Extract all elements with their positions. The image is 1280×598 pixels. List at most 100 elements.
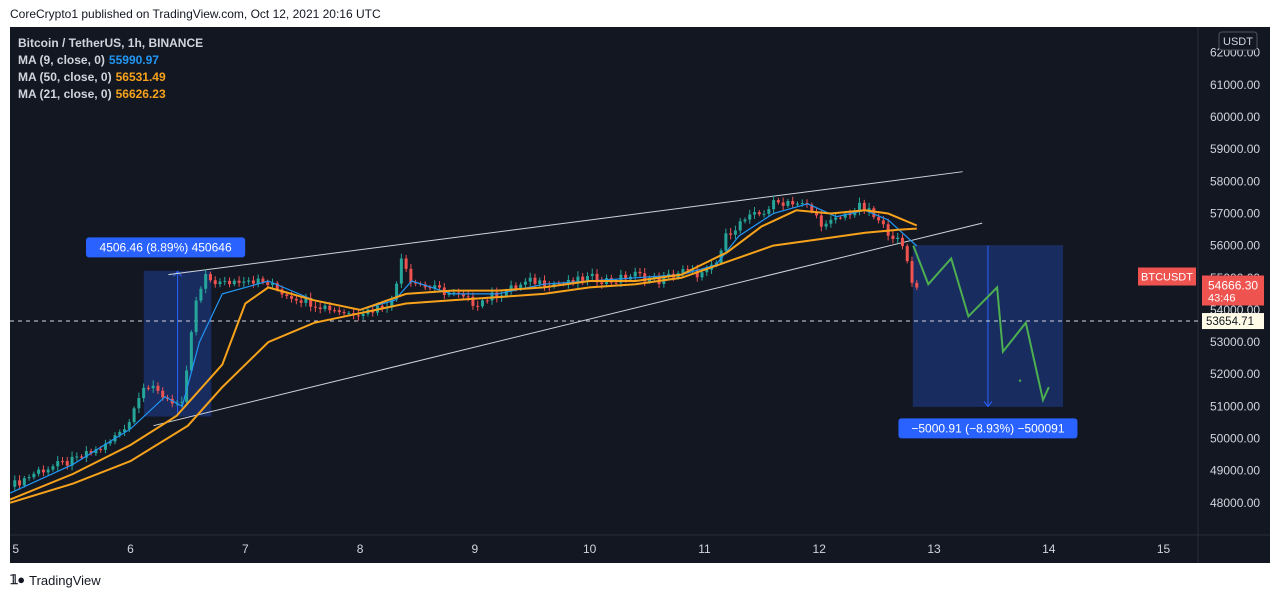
candle-body	[762, 213, 766, 215]
candle-body	[829, 219, 833, 224]
candle-body	[261, 278, 265, 283]
candle-body	[438, 285, 442, 288]
candle-body	[414, 282, 418, 284]
x-tick-label: 8	[357, 542, 364, 556]
candle-body	[533, 277, 537, 284]
candle-body	[910, 261, 914, 283]
candle-body	[471, 296, 475, 306]
candle-body	[60, 461, 64, 463]
candle-body	[199, 288, 203, 301]
candle-body	[161, 390, 165, 398]
candle-body	[614, 282, 618, 284]
candle-body	[89, 451, 93, 454]
candle-body	[328, 305, 332, 311]
candle-body	[834, 217, 838, 220]
candle-body	[900, 237, 904, 247]
candle-body	[37, 469, 41, 474]
measure-down-arrowhead	[983, 401, 993, 408]
candle-body	[705, 269, 709, 273]
y-tick-label: 52000.00	[1210, 367, 1260, 381]
candle-body	[523, 281, 527, 285]
candle-body	[285, 294, 289, 297]
candle-body	[70, 456, 74, 466]
candle-body	[495, 292, 499, 299]
candle-body	[776, 200, 780, 203]
candle-body	[237, 280, 241, 283]
tradingview-logo-icon[interactable]: 𝟙●	[10, 572, 25, 587]
candle-body	[251, 280, 255, 284]
projection-dot	[1018, 379, 1022, 382]
ma21-label: MA (21, close, 0)	[18, 87, 112, 101]
candle-body	[753, 212, 757, 215]
wedge-upper-line	[168, 171, 963, 276]
candle-body	[819, 215, 823, 227]
ma21-value: 56626.23	[115, 87, 166, 101]
candle-body	[729, 233, 733, 235]
candle-body	[552, 283, 556, 287]
candle-body	[528, 277, 532, 282]
candle-body	[891, 235, 895, 239]
legend-ma50[interactable]: MA (50, close, 0) 56531.49	[18, 69, 203, 86]
candle-body	[633, 271, 637, 277]
measure-up-arrowhead	[173, 270, 182, 277]
symbol-badge: BTCUSDT	[1138, 267, 1196, 286]
candle-body	[795, 203, 799, 205]
chart-background	[10, 27, 1270, 563]
candle-body	[585, 276, 589, 282]
symbol-badge-text: BTCUSDT	[1141, 272, 1193, 284]
candle-body	[748, 214, 752, 220]
candle-body	[624, 274, 628, 280]
candle-body	[452, 292, 456, 294]
footer-brand[interactable]: TradingView	[29, 572, 101, 588]
measure-down-label-bg	[898, 418, 1078, 439]
candle-body	[590, 273, 594, 277]
x-tick-label: 6	[127, 542, 134, 556]
candle-body	[223, 280, 227, 282]
candle-body	[504, 290, 508, 296]
candle-body	[815, 211, 819, 216]
candle-body	[51, 466, 55, 470]
y-tick-label: 59000.00	[1210, 142, 1260, 156]
candle-body	[738, 221, 742, 231]
candle-body	[915, 282, 919, 288]
candle-body	[333, 310, 337, 312]
measure-up-label-text: 4506.46 (8.89%) 450646	[100, 240, 232, 254]
measure-down-label-text: −5000.91 (−8.93%) −500091	[911, 421, 1064, 435]
wedge-lower-line	[153, 222, 983, 427]
last-price-bg	[1202, 275, 1264, 306]
level-badge: 53654.71	[1202, 313, 1264, 330]
x-tick-label: 10	[583, 542, 597, 556]
y-tick-label: 51000.00	[1210, 399, 1260, 413]
ma50-line	[10, 227, 917, 504]
candle-body	[294, 298, 298, 301]
candle-body	[395, 283, 399, 300]
legend-ma9[interactable]: MA (9, close, 0) 55990.97	[18, 52, 203, 69]
symbol-title: Bitcoin / TetherUS, 1h, BINANCE	[18, 36, 204, 50]
candle-body	[848, 213, 852, 216]
candle-body	[543, 280, 547, 287]
candle-body	[781, 202, 785, 206]
candle-body	[22, 478, 26, 486]
candle-body	[94, 449, 98, 454]
y-tick-label: 58000.00	[1210, 174, 1260, 188]
symbol-badge-bg	[1138, 267, 1196, 286]
x-tick-label: 14	[1042, 542, 1056, 556]
candle-body	[872, 208, 876, 218]
candle-body	[786, 200, 790, 206]
x-tick-label: 11	[698, 542, 711, 556]
candle-body	[151, 385, 155, 389]
candle-body	[800, 202, 804, 204]
candle-body	[476, 305, 480, 307]
legend-ma21[interactable]: MA (21, close, 0) 56626.23	[18, 86, 203, 103]
candle-body	[65, 461, 69, 466]
candle-body	[146, 387, 150, 389]
candle-body	[638, 271, 642, 274]
candle-body	[681, 269, 685, 274]
candle-body	[309, 297, 313, 307]
price-chart[interactable]: 48000.00 49000.00 50000.00 51000.00 52000.00…	[10, 27, 1270, 563]
projection-path	[912, 245, 1050, 404]
ma9-line	[10, 203, 918, 494]
candle-body	[247, 280, 251, 282]
candle-body	[185, 370, 189, 402]
